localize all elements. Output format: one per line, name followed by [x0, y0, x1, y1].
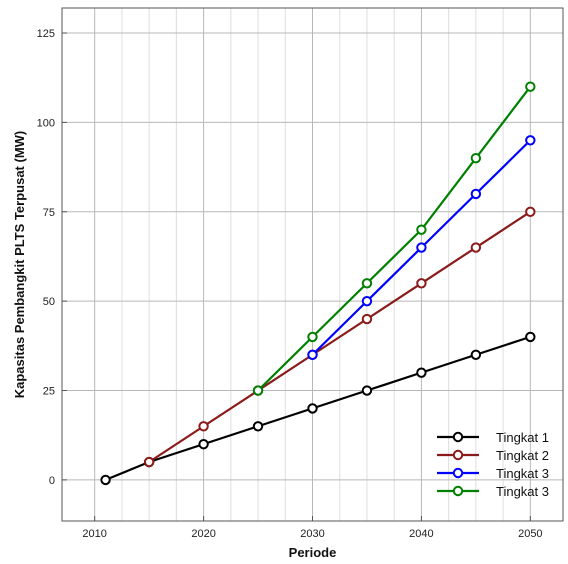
ticks: 2010 2020 2030 2040 2050 0 25 50 75 100 125	[37, 28, 543, 540]
data-point	[525, 81, 536, 92]
legend-label: Tingkat 2	[496, 448, 549, 463]
x-tick-label: 2010	[82, 528, 106, 540]
plot-frame	[61, 7, 564, 522]
series-line	[148, 210, 531, 463]
y-tick-label: 125	[37, 28, 55, 40]
series-3	[307, 135, 536, 360]
legend-label: Tingkat 1	[496, 430, 549, 445]
grid	[62, 8, 563, 521]
x-tick-label: 2020	[191, 528, 215, 540]
data-point	[470, 349, 482, 360]
legend-label: Tingkat 3	[496, 484, 549, 499]
legend: Tingkat 1 Tingkat 2 Tingkat 3 Tingkat 3	[437, 430, 549, 499]
data-point	[470, 152, 482, 164]
data-point	[525, 331, 536, 343]
legend-marker	[452, 449, 464, 461]
data-point	[416, 242, 427, 253]
legend-entry: Tingkat 2	[437, 448, 549, 463]
y-tick-label: 25	[43, 386, 55, 398]
y-tick-label: 100	[37, 117, 55, 129]
y-tick-label: 50	[43, 296, 55, 308]
data-point	[198, 438, 209, 450]
data-point	[416, 367, 427, 378]
legend-marker	[452, 485, 464, 497]
data-point	[307, 403, 318, 414]
y-tick-label: 75	[43, 207, 55, 219]
x-axis-title: Periode	[289, 545, 337, 560]
data-point	[307, 349, 318, 360]
data-point	[470, 242, 482, 253]
legend-marker	[452, 431, 464, 443]
x-tick-label: 2050	[518, 528, 542, 540]
legend-entry: Tingkat 3	[437, 466, 549, 481]
data-point	[100, 474, 111, 486]
series-line	[257, 85, 532, 392]
data-point	[143, 456, 155, 468]
data-point	[252, 385, 264, 396]
series-layer	[100, 81, 536, 486]
data-point	[361, 295, 373, 307]
data-point	[361, 385, 373, 396]
data-point	[361, 278, 373, 289]
data-point	[198, 421, 209, 432]
y-axis-title: Kapasitas Pembangkit PLTS Terpusat (MW)	[12, 131, 27, 399]
data-point	[307, 331, 318, 343]
data-point	[252, 421, 264, 432]
legend-label: Tingkat 3	[496, 466, 549, 481]
data-point	[361, 313, 373, 325]
legend-entry: Tingkat 3	[437, 484, 549, 499]
data-point	[470, 188, 482, 200]
data-point	[525, 206, 536, 217]
y-tick-label: 0	[49, 475, 55, 487]
data-point	[416, 278, 427, 289]
legend-marker	[452, 467, 464, 479]
x-tick-label: 2030	[300, 528, 324, 540]
x-tick-label: 2040	[409, 528, 433, 540]
series-4	[252, 81, 536, 396]
data-point	[525, 135, 536, 146]
legend-entry: Tingkat 1	[437, 430, 549, 445]
data-point	[416, 224, 427, 235]
